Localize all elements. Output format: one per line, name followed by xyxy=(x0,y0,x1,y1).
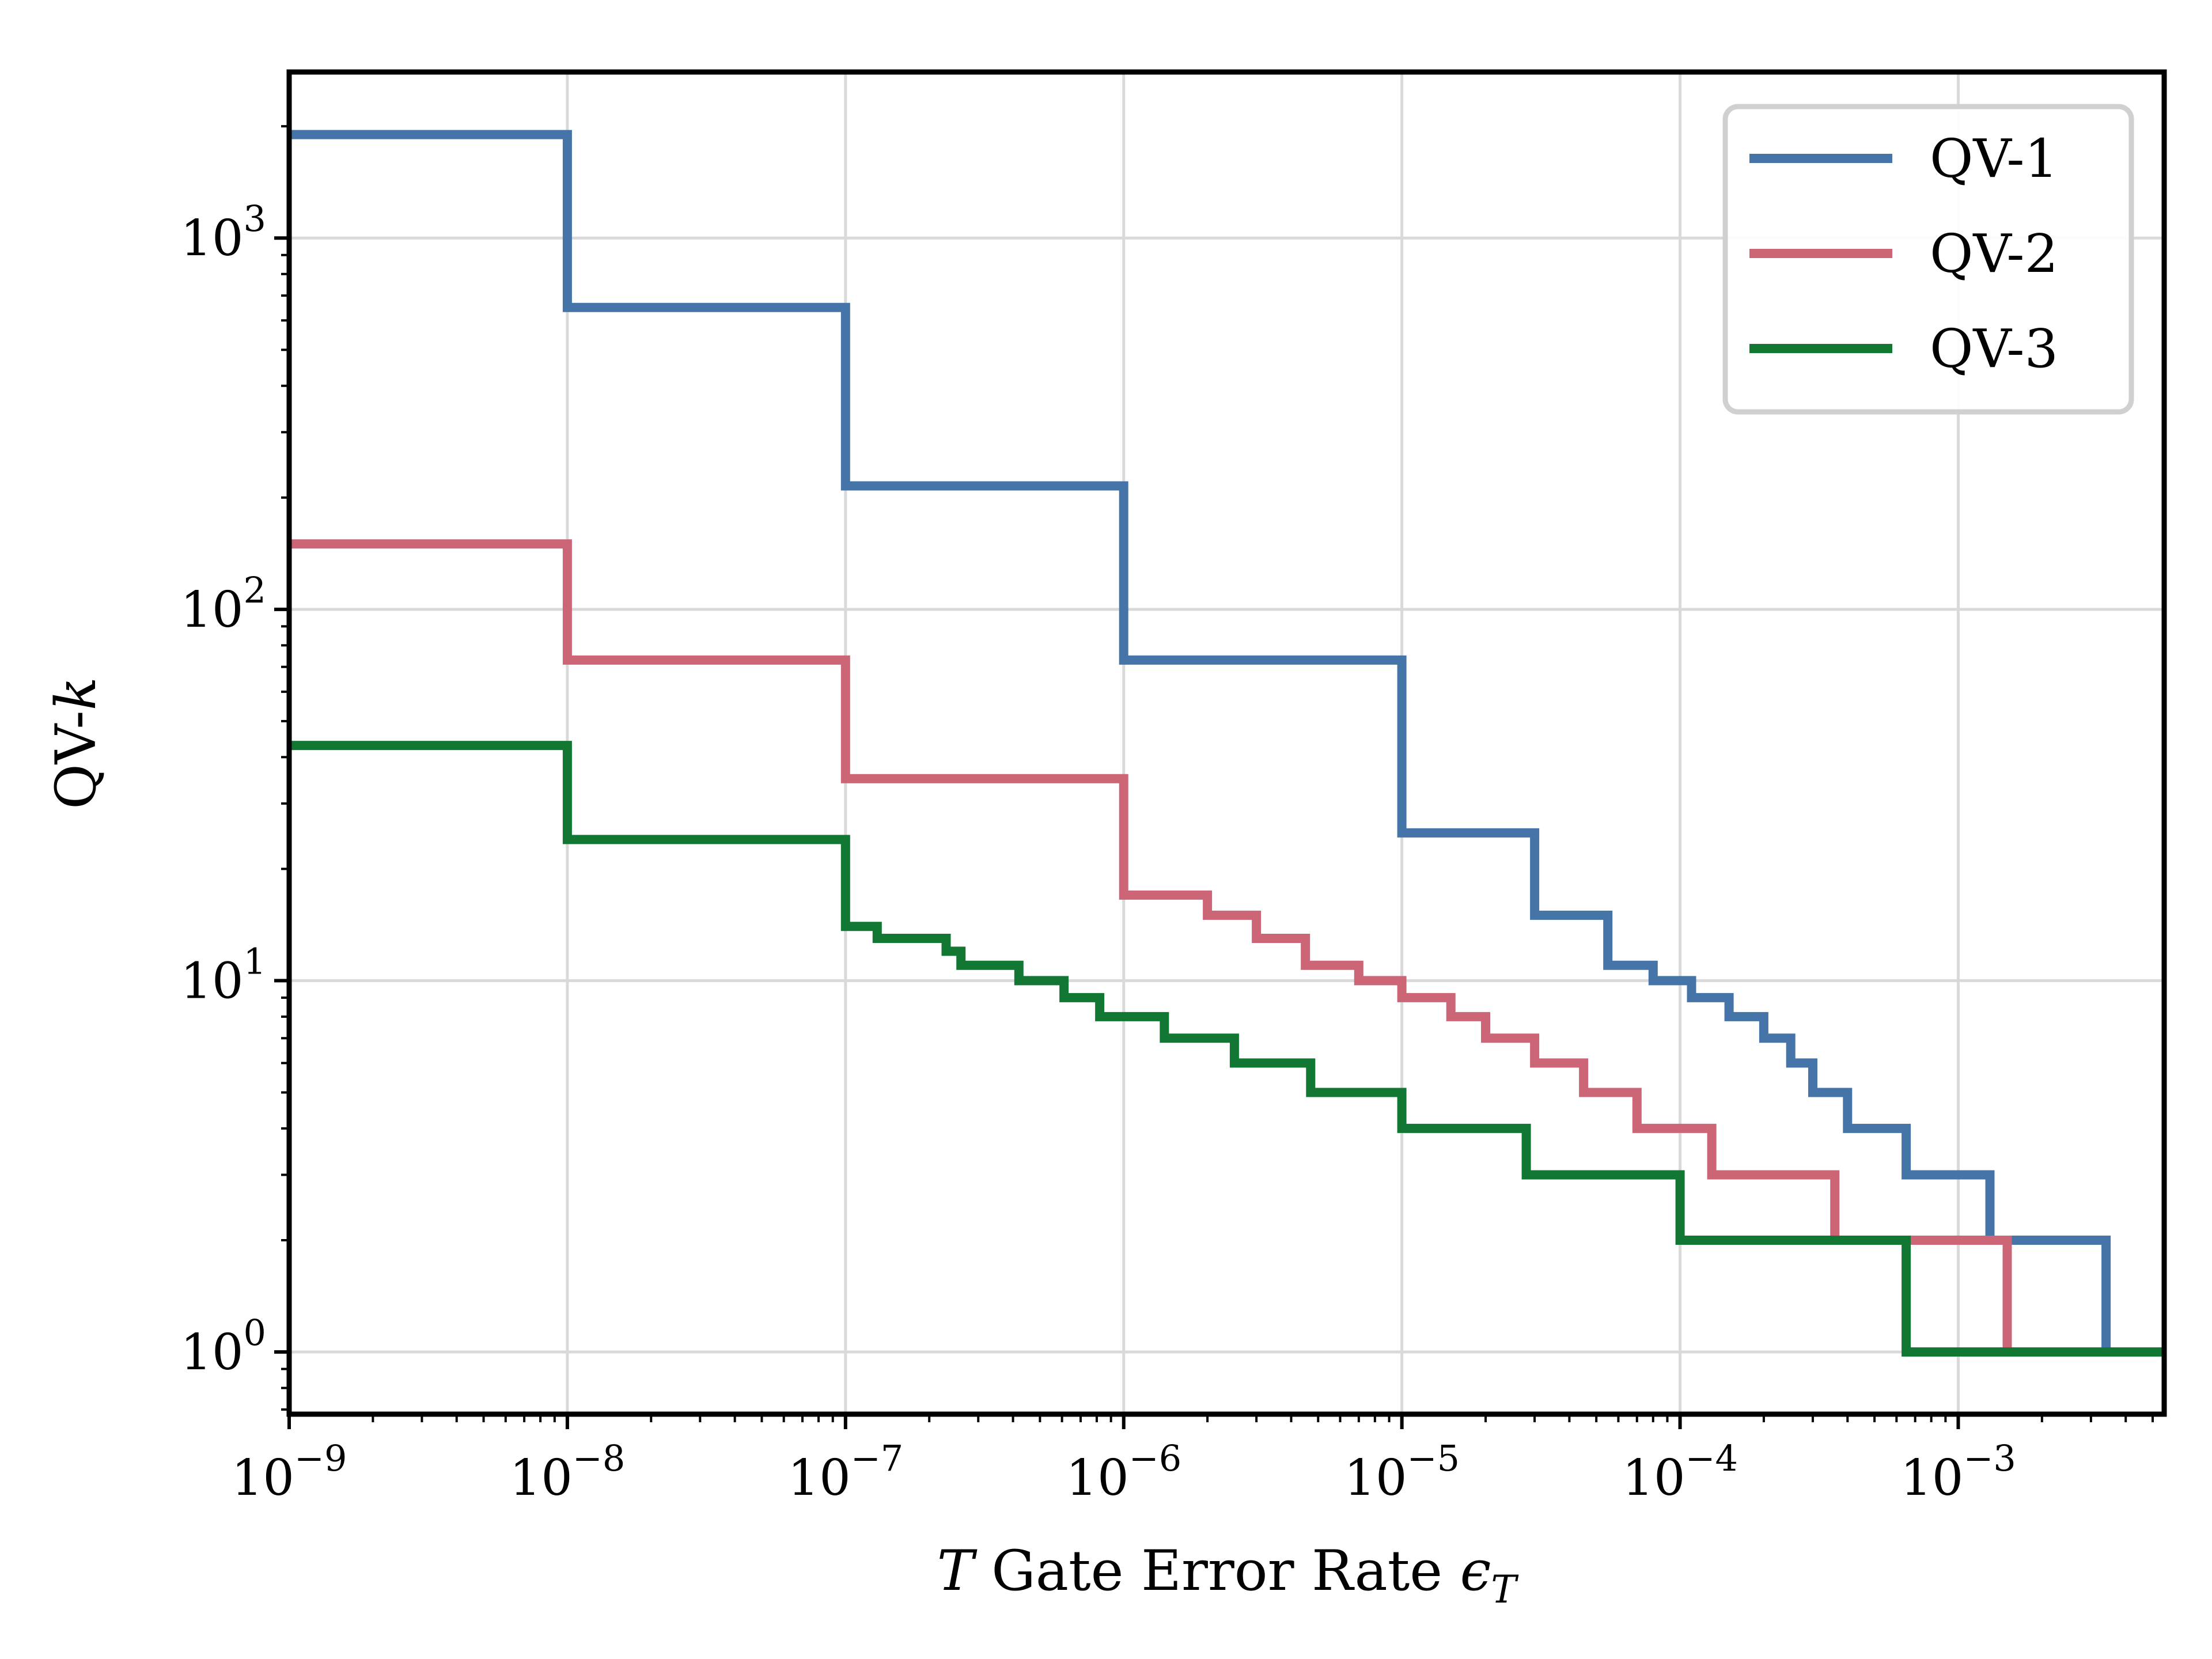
legend-box xyxy=(1722,104,2134,415)
y-tick-label: 101 xyxy=(180,940,266,1010)
y-tick-label: 102 xyxy=(180,569,266,639)
axes: 10−9 10−8 10−7 10−6 10−5 10−4 10−3 100 101 102 103 xyxy=(180,69,2167,1507)
y-tick-label: 100 xyxy=(180,1312,266,1381)
legend-label-qv-1: QV-1 xyxy=(1930,128,2058,190)
x-tick-label: 10−5 xyxy=(1344,1437,1460,1507)
x-tick-label: 10−3 xyxy=(1900,1437,2016,1507)
legend: QV-1 QV-2 QV-3 xyxy=(1722,104,2134,415)
legend-label-qv-2: QV-2 xyxy=(1930,223,2058,285)
y-tick-label: 103 xyxy=(180,198,266,267)
series-lines xyxy=(289,130,2164,1357)
x-tick-label: 10−8 xyxy=(509,1437,625,1507)
x-tick-label: 10−4 xyxy=(1622,1437,1738,1507)
series-line-qv-2 xyxy=(289,539,2164,1357)
x-tick-label: 10−7 xyxy=(787,1437,903,1507)
series-line-qv-1 xyxy=(289,130,2164,1357)
x-axis-title: T Gate Error Rate ϵT xyxy=(937,1539,1520,1612)
legend-label-qv-3: QV-3 xyxy=(1930,318,2058,380)
series-line-qv-3 xyxy=(289,741,2164,1357)
x-tick-label: 10−9 xyxy=(232,1437,347,1507)
y-axis-title: QV-k xyxy=(44,677,108,809)
plot-frame xyxy=(286,69,2167,1417)
x-tick-label: 10−6 xyxy=(1066,1437,1181,1507)
